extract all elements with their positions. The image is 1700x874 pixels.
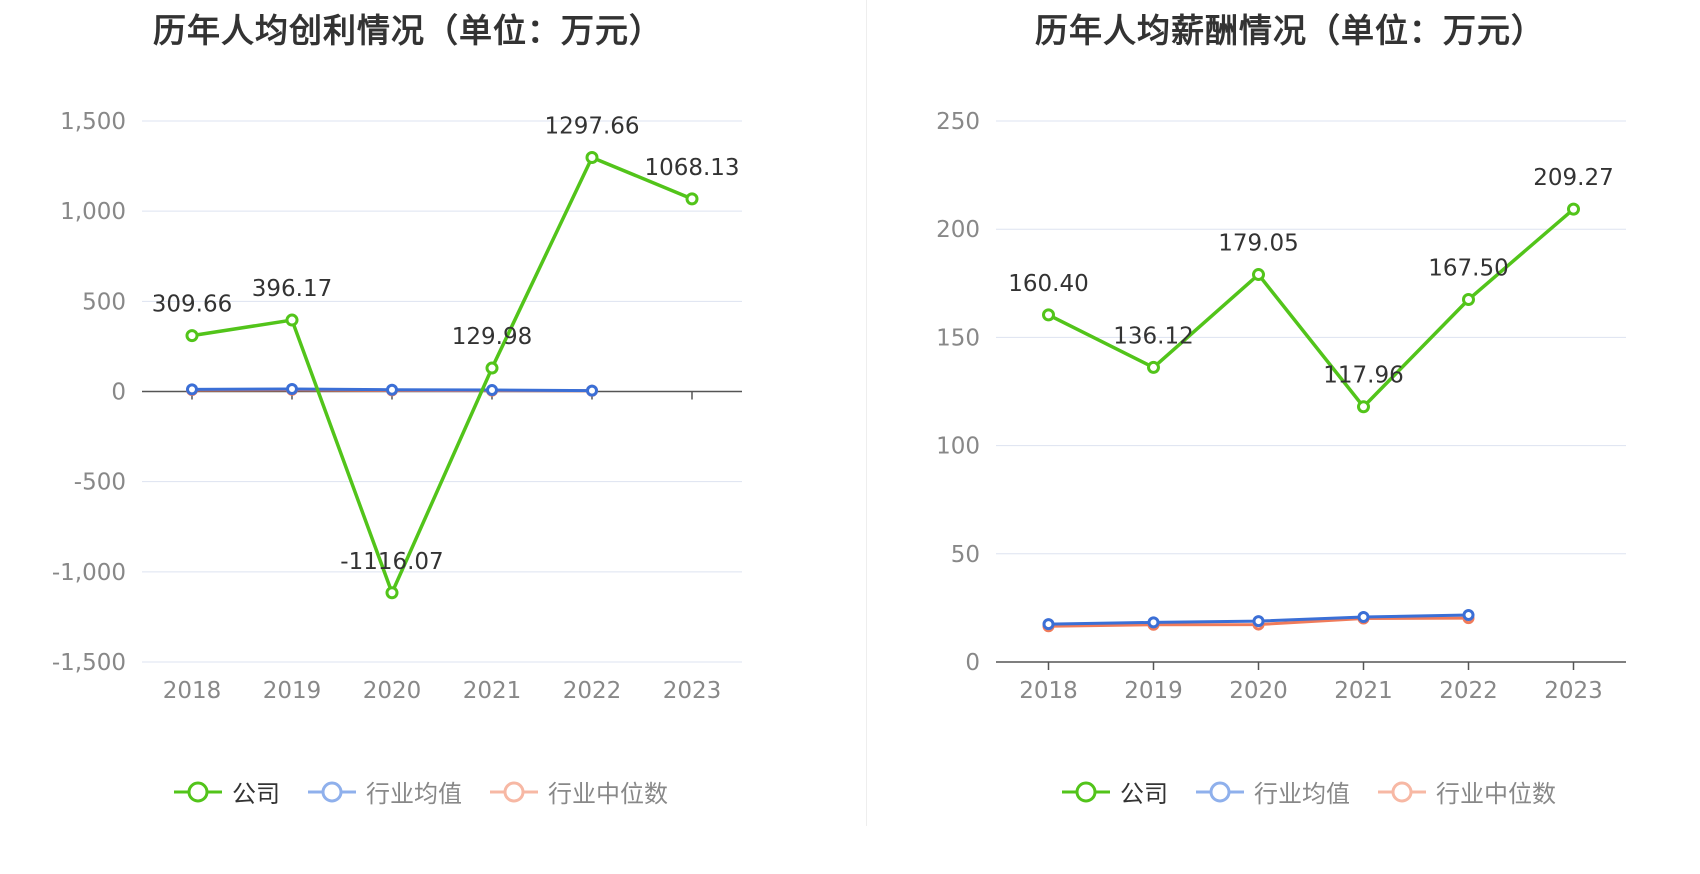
data-label: 1068.13 bbox=[644, 155, 739, 181]
legend-company-icon bbox=[1062, 781, 1110, 802]
legend: 公司 行业均值 行业中位数 bbox=[172, 774, 694, 809]
data-point-company[interactable] bbox=[1252, 268, 1265, 282]
legend-median-icon bbox=[490, 781, 538, 802]
data-point-industry-avg[interactable] bbox=[486, 384, 498, 397]
data-point-company[interactable] bbox=[285, 313, 299, 327]
y-tick-label: 50 bbox=[951, 542, 980, 568]
y-tick-label: 150 bbox=[936, 325, 980, 351]
legend-item-industry-median[interactable]: 行业中位数 bbox=[488, 774, 668, 809]
x-tick-label: 2019 bbox=[1124, 678, 1183, 704]
data-point-industry-avg[interactable] bbox=[1252, 615, 1265, 628]
panel-divider bbox=[866, 0, 867, 826]
legend-label-industry-median: 行业中位数 bbox=[548, 780, 668, 808]
x-tick-label: 2023 bbox=[663, 678, 722, 704]
data-point-industry-avg[interactable] bbox=[386, 383, 398, 396]
legend-label-industry-avg: 行业均值 bbox=[1254, 780, 1350, 808]
x-tick-label: 2018 bbox=[1019, 678, 1078, 704]
chart-title: 历年人均创利情况（单位：万元） bbox=[153, 11, 663, 50]
legend-median-icon bbox=[1378, 781, 1426, 802]
legend-item-company[interactable]: 公司 bbox=[172, 774, 280, 809]
data-label: 396.17 bbox=[252, 276, 332, 302]
data-point-company[interactable] bbox=[585, 150, 599, 164]
data-label: 179.05 bbox=[1218, 231, 1298, 257]
y-tick-label: -1,000 bbox=[52, 560, 126, 586]
legend-item-company[interactable]: 公司 bbox=[1060, 774, 1168, 809]
y-tick-label: 0 bbox=[111, 380, 126, 406]
data-label: 117.96 bbox=[1323, 363, 1403, 389]
legend-company-icon bbox=[174, 781, 222, 802]
y-tick-label: 200 bbox=[936, 217, 980, 243]
salary-chart: 250 200 150 100 50 0 2018 2019 2020 2021 2022 2023 1… bbox=[936, 109, 1626, 704]
data-label: 167.50 bbox=[1428, 256, 1508, 282]
series-line-company bbox=[1047, 207, 1575, 409]
data-point-company[interactable] bbox=[685, 192, 699, 206]
legend: 公司 行业均值 行业中位数 bbox=[1060, 774, 1582, 809]
x-tick-label: 2021 bbox=[1334, 678, 1393, 704]
chart-title: 历年人均薪酬情况（单位：万元） bbox=[1035, 11, 1545, 50]
data-point-company[interactable] bbox=[1147, 360, 1160, 374]
legend-item-industry-median[interactable]: 行业中位数 bbox=[1376, 774, 1556, 809]
legend-label-industry-avg: 行业均值 bbox=[366, 780, 462, 808]
data-point-company[interactable] bbox=[185, 329, 199, 343]
y-tick-label: 500 bbox=[82, 289, 126, 315]
legend-avg-icon bbox=[1196, 781, 1244, 802]
data-label: 1297.66 bbox=[544, 113, 639, 139]
y-tick-label: 0 bbox=[965, 650, 980, 676]
y-tick-label: -1,500 bbox=[52, 650, 126, 676]
y-tick-label: 250 bbox=[936, 109, 980, 135]
profit-per-capita-panel: 历年人均创利情况（单位：万元） 1,500 1,000 500 0 -500 -1,000… bbox=[52, 11, 742, 809]
data-point-industry-avg[interactable] bbox=[586, 384, 598, 397]
legend-label-company: 公司 bbox=[1120, 780, 1168, 808]
data-point-company[interactable] bbox=[385, 586, 399, 600]
legend-item-industry-avg[interactable]: 行业均值 bbox=[1194, 774, 1350, 809]
data-point-company[interactable] bbox=[1042, 308, 1055, 322]
data-point-industry-avg[interactable] bbox=[286, 382, 298, 395]
x-tick-label: 2023 bbox=[1544, 678, 1603, 704]
legend-avg-icon bbox=[308, 781, 356, 802]
legend-item-industry-avg[interactable]: 行业均值 bbox=[306, 774, 462, 809]
x-tick-label: 2022 bbox=[1439, 678, 1498, 704]
data-point-company[interactable] bbox=[1357, 400, 1370, 414]
data-label: 160.40 bbox=[1008, 271, 1088, 297]
data-point-industry-avg[interactable] bbox=[1357, 610, 1370, 623]
data-label: 136.12 bbox=[1113, 323, 1193, 349]
y-tick-label: -500 bbox=[74, 470, 126, 496]
legend-label-company: 公司 bbox=[232, 780, 280, 808]
x-tick-label: 2020 bbox=[1229, 678, 1288, 704]
data-label: 309.66 bbox=[152, 292, 232, 318]
x-tick-label: 2018 bbox=[163, 678, 222, 704]
data-point-company[interactable] bbox=[485, 361, 499, 375]
data-point-industry-avg[interactable] bbox=[186, 383, 198, 396]
x-tick-label: 2019 bbox=[263, 678, 322, 704]
data-point-industry-avg[interactable] bbox=[1147, 616, 1160, 629]
data-label: 209.27 bbox=[1533, 165, 1613, 191]
x-tick-label: 2021 bbox=[463, 678, 522, 704]
y-tick-label: 1,000 bbox=[60, 199, 126, 225]
data-label: -1116.07 bbox=[340, 549, 443, 575]
y-tick-label: 100 bbox=[936, 434, 980, 460]
legend-label-industry-median: 行业中位数 bbox=[1436, 780, 1556, 808]
y-tick-label: 1,500 bbox=[60, 109, 126, 135]
data-label: 129.98 bbox=[452, 324, 532, 350]
data-point-industry-avg[interactable] bbox=[1042, 618, 1055, 631]
data-point-company[interactable] bbox=[1567, 202, 1580, 216]
profit-chart: 1,500 1,000 500 0 -500 -1,000 -1,500 2018 2019 20… bbox=[52, 109, 742, 704]
data-point-company[interactable] bbox=[1462, 293, 1475, 307]
x-tick-label: 2020 bbox=[363, 678, 422, 704]
series-line-company bbox=[191, 155, 693, 595]
salary-per-capita-panel: 历年人均薪酬情况（单位：万元） 250 200 150 100 50 0 2018 2019 2… bbox=[850, 0, 1700, 874]
x-tick-label: 2022 bbox=[563, 678, 622, 704]
data-point-industry-avg[interactable] bbox=[1462, 609, 1475, 622]
